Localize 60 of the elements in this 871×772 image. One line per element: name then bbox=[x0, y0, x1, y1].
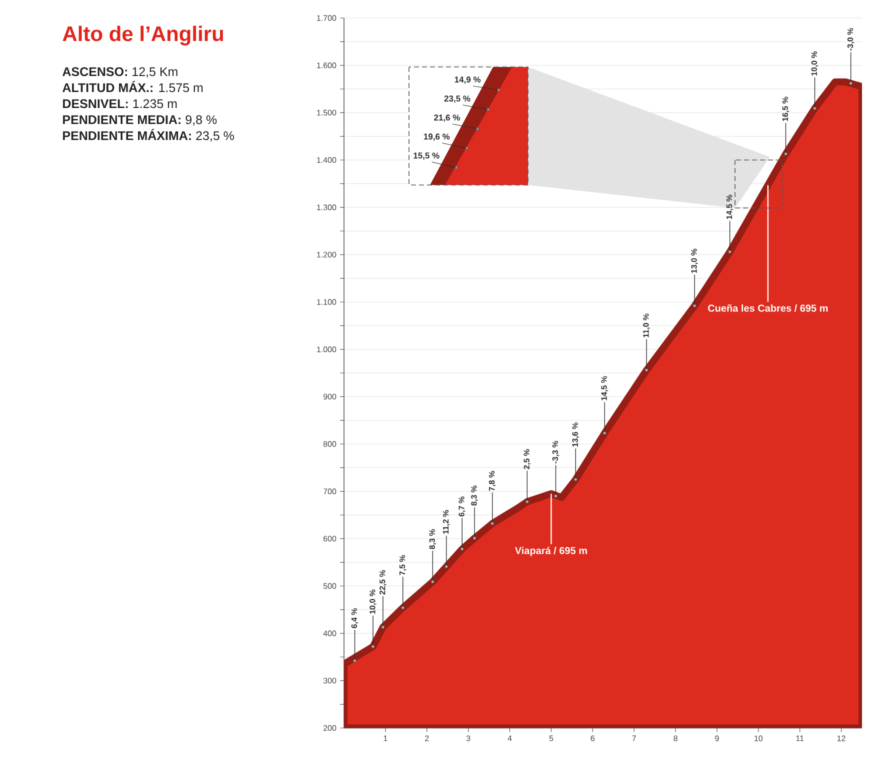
text: DESNIVEL: 1.235 m bbox=[63, 99, 177, 108]
annotation: 6,7 % bbox=[458, 496, 466, 516]
annotation: 22,5 % bbox=[380, 570, 386, 595]
y-tick-label: 1.400 bbox=[317, 157, 336, 163]
annotation: 10,0 % bbox=[811, 51, 818, 76]
annotation: 8,3 % bbox=[429, 529, 436, 550]
annotation: 11,0 % bbox=[643, 314, 650, 338]
y-tick-label: 700 bbox=[324, 488, 336, 494]
x-tick-label: 11 bbox=[796, 736, 804, 742]
y-tick-label: 1.300 bbox=[317, 204, 336, 210]
y-tick-label: 200 bbox=[324, 725, 336, 731]
annotation: 14,5 % bbox=[726, 194, 734, 219]
x-tick-label: 12 bbox=[837, 736, 846, 742]
annotation: Cueña les Cabres / 695 m bbox=[708, 304, 828, 312]
x-tick-label: 6 bbox=[590, 736, 595, 742]
y-tick-label: 800 bbox=[323, 441, 336, 447]
annotation: 2,5 % bbox=[524, 449, 531, 470]
y-tick-label: 400 bbox=[323, 630, 336, 636]
y-tick-label: 1.200 bbox=[317, 252, 336, 258]
annotation: 16,5 % bbox=[782, 96, 790, 121]
x-tick-label: 10 bbox=[754, 736, 763, 742]
annotation: Viapará / 695 m bbox=[514, 546, 587, 556]
annotation: 10,0 % bbox=[370, 590, 376, 614]
x-tick-label: 7 bbox=[632, 736, 636, 742]
text: PENDIENTE MÁXIMA: 23,5 % bbox=[63, 128, 234, 142]
y-tick-label: 600 bbox=[324, 536, 336, 542]
annotation: 6,4 % bbox=[351, 608, 358, 628]
annotation: 7,5 % bbox=[399, 555, 406, 576]
annotation: -3,3 % bbox=[552, 440, 560, 464]
x-tick-label: 1 bbox=[384, 736, 388, 742]
y-tick-label: 1.700 bbox=[317, 15, 336, 21]
annotation: 15,5 % bbox=[414, 152, 440, 160]
y-tick-label: 1.500 bbox=[317, 110, 336, 116]
y-tick-label: 900 bbox=[324, 394, 336, 400]
annotation: 13,0 % bbox=[691, 248, 698, 273]
annotation: 23,5 % bbox=[444, 96, 470, 103]
annotation: 7,8 % bbox=[488, 470, 496, 491]
text: Alto de l’Angliru bbox=[62, 26, 223, 46]
annotation: 13,6 % bbox=[572, 422, 580, 447]
y-tick-label: 1.000 bbox=[317, 346, 336, 352]
annotation: 19,6 % bbox=[424, 134, 450, 141]
annotation: -3,0 % bbox=[847, 28, 854, 51]
annotation: 11,2 % bbox=[442, 510, 450, 534]
y-tick-label: 1.600 bbox=[317, 62, 336, 68]
x-tick-label: 4 bbox=[508, 736, 512, 742]
x-tick-label: 8 bbox=[674, 736, 678, 742]
annotation: 21,6 % bbox=[434, 114, 460, 122]
x-tick-label: 5 bbox=[549, 736, 554, 742]
annotation: 8,3 % bbox=[471, 486, 478, 506]
y-tick-label: 1.100 bbox=[317, 299, 336, 305]
annotation: 14,9 % bbox=[454, 76, 481, 84]
text: ALTITUD MÁX.: 1.575 m bbox=[62, 80, 203, 92]
y-tick-label: 500 bbox=[323, 583, 336, 589]
y-tick-label: 300 bbox=[323, 678, 336, 684]
text: PENDIENTE MEDIA: 9,8 % bbox=[63, 115, 217, 126]
annotation: 14,5 % bbox=[601, 376, 608, 400]
x-tick-label: 9 bbox=[715, 736, 719, 742]
x-tick-label: 3 bbox=[466, 736, 470, 742]
x-tick-label: 2 bbox=[425, 736, 429, 742]
text: ASCENSO: 12,5 Km bbox=[62, 67, 178, 78]
